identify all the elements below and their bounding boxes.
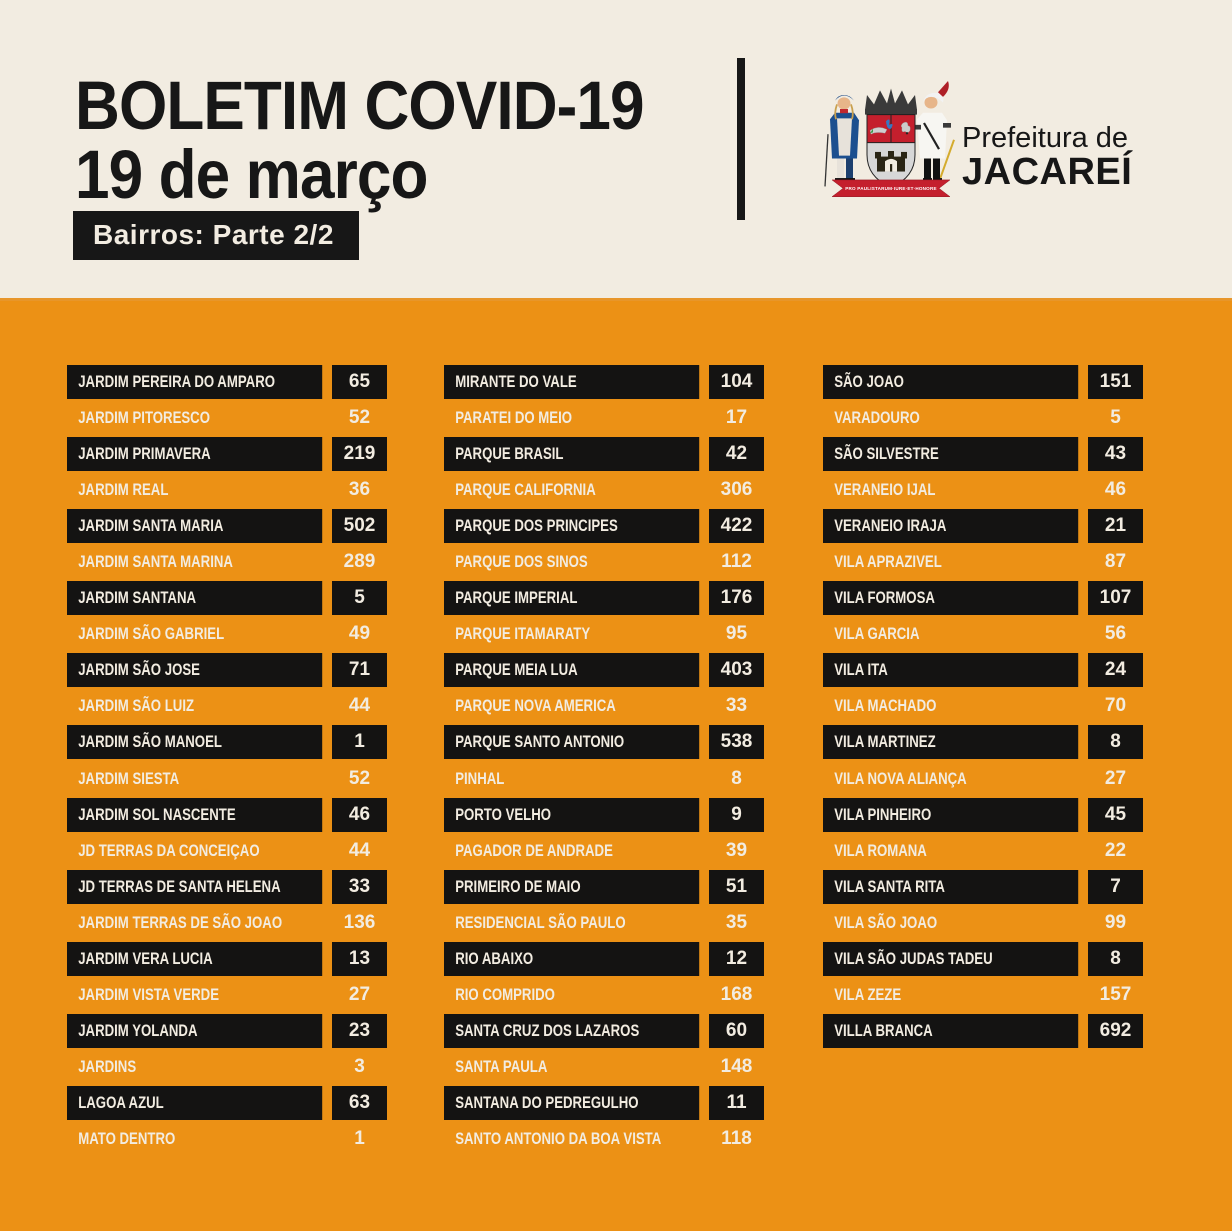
svg-text:PRO PAULISTARUM·IURE·ET·HONORE: PRO PAULISTARUM·IURE·ET·HONORE <box>845 186 936 191</box>
